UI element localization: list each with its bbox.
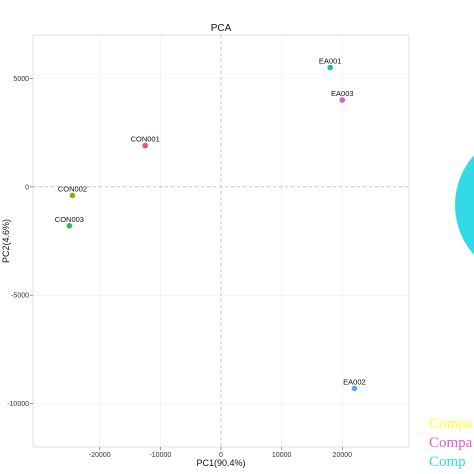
legend-entry: Compa [429,435,473,451]
point-label: EA002 [343,377,366,386]
x-tick-label: 10000 [272,452,292,459]
side-panel: Compa Compa Comp [429,155,474,470]
y-axis-title: PC2(4.6%) [1,219,11,263]
point-label: CON002 [58,184,87,193]
chart-title: PCA [211,23,232,34]
data-point [66,223,73,229]
x-tick-label: 0 [219,452,223,459]
legend-entry: Comp [429,454,466,470]
x-axis-title: PC1(90.4%) [196,458,245,468]
data-point [339,97,346,103]
point-label: CON001 [131,135,160,144]
data-point [142,142,148,149]
x-tick-label: -10000 [149,452,171,459]
x-tick-label: 20000 [333,452,353,459]
point-label: EA003 [331,89,354,98]
data-point [327,64,333,71]
x-tick-label: -20000 [89,452,111,459]
y-tick-label: 0 [25,184,29,191]
side-circle [455,155,474,255]
legend-entry: Compa [429,416,473,432]
data-point [69,192,76,199]
reference-lines [33,35,409,447]
y-tick-label: -5000 [11,293,29,300]
axis-ticks: -20000 -10000 0 10000 20000 5000 0 -5000 -10000 [7,76,352,459]
y-tick-label: 5000 [13,76,29,83]
data-point [351,385,358,392]
point-label: CON003 [55,215,84,224]
y-tick-label: -10000 [7,401,29,408]
data-points: EA001 EA003 CON001 CON002 CON003 EA002 [55,57,366,392]
point-label: EA001 [319,57,342,66]
